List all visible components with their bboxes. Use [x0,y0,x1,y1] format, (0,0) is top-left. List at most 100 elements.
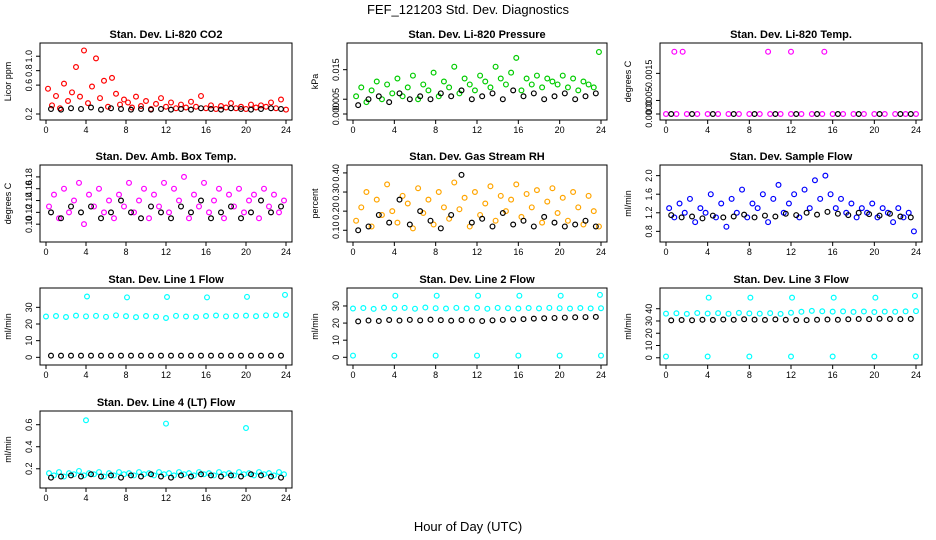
data-point [148,352,155,359]
data-point [112,312,119,319]
data-point [477,72,484,79]
x-tick-label: 16 [513,247,523,257]
x-tick-label: 20 [869,125,879,135]
data-point [201,179,208,186]
series-2 [47,352,285,359]
data-point [759,191,766,198]
data-point [386,317,393,324]
panel-title: Stan. Dev. Li-820 Pressure [408,29,545,41]
data-point [561,314,568,321]
data-point [128,106,135,113]
panel-1: Stan. Dev. Li-820 CO2 Licor ppm 0 4 8 12 16 20 2… [3,29,293,135]
data-point [869,200,876,207]
data-point [709,212,716,219]
x-tick-label: 0 [43,125,48,135]
data-point [881,110,888,117]
data-point [694,310,701,317]
data-point [678,317,685,324]
x-tick-label: 4 [83,370,88,380]
x-tick-label: 4 [705,125,710,135]
data-point [228,203,235,210]
data-point [834,210,841,217]
data-point [391,305,398,312]
data-point [406,96,413,103]
data-point [375,318,382,325]
data-point [281,197,288,204]
data-point [570,189,577,196]
y-tick-label: 0.6 [24,418,34,431]
data-point [539,219,546,226]
x-tick-label: 24 [281,125,291,135]
data-point [440,78,447,85]
data-point [668,317,675,324]
y-axis-label: degrees C [3,182,13,224]
data-point [681,209,688,216]
data-point [218,106,225,113]
data-point [520,217,527,224]
data-point [508,196,515,203]
y-tick-label: 0.16 [24,180,34,198]
data-point [549,78,556,85]
data-point [138,473,145,480]
data-point [218,209,225,216]
data-point [668,110,675,117]
data-point [683,310,690,317]
plot-frame [39,164,293,243]
data-point [273,105,280,112]
data-point [193,103,200,110]
x-tick-label: 8 [747,125,752,135]
data-point [871,309,878,316]
data-point [120,203,127,210]
data-point [203,313,210,320]
x-tick-label: 24 [596,370,606,380]
data-point [499,210,506,217]
data-point [770,195,777,202]
data-point [890,219,897,226]
data-point [427,217,434,224]
data-point [238,352,245,359]
data-point [57,215,64,222]
data-point [208,352,215,359]
data-point [95,185,102,192]
data-point [892,110,899,117]
data-point [181,173,188,180]
data-point [208,105,215,112]
data-point [228,472,235,479]
data-point [125,179,132,186]
data-point [258,197,265,204]
data-point [587,305,594,312]
data-point [163,103,170,110]
y-tick-label: 10 [644,341,654,351]
data-point [673,310,680,317]
data-point [463,305,470,312]
data-point [535,305,542,312]
data-point [730,316,737,323]
data-point [772,110,779,117]
data-point [168,106,175,113]
data-point [554,210,561,217]
data-point [494,304,501,311]
data-point [723,223,730,230]
data-point [386,99,393,106]
data-point [912,353,919,360]
data-point [876,212,883,219]
data-point [751,214,758,221]
y-tick-label: 30 [331,301,341,311]
data-point [57,352,64,359]
data-point [572,221,579,228]
data-point [248,352,255,359]
x-tick-label: 12 [472,247,482,257]
data-point [911,292,918,299]
data-point [141,185,148,192]
data-point [168,215,175,222]
data-point [793,110,800,117]
data-point [198,471,205,478]
panel-9: Stan. Dev. Line 3 Flow ml/min 0 4 8 12 16 20 24 0… [623,274,923,380]
data-point [355,102,362,109]
data-point [110,215,117,222]
data-point [62,314,69,321]
y-tick-label: 0.20 [331,202,341,220]
data-point [77,473,84,480]
series-1 [45,173,288,228]
data-point [549,185,556,192]
